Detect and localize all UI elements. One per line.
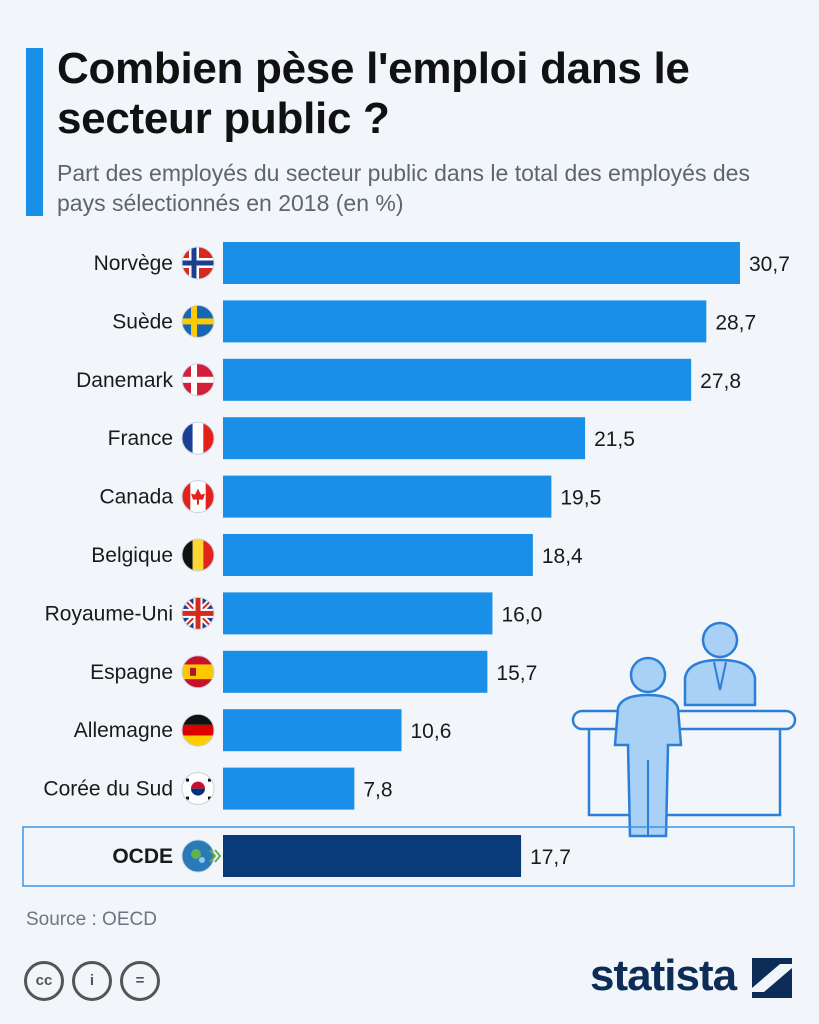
value-label: 17,7 [530, 846, 571, 869]
category-label: Allemagne [74, 719, 173, 742]
oecd-logo-icon [181, 839, 215, 873]
title-accent-bar [26, 48, 43, 216]
denmark-flag-icon [181, 363, 215, 397]
value-label: 28,7 [715, 311, 756, 334]
germany-flag-icon [181, 713, 215, 747]
statista-logo-icon [752, 958, 792, 998]
category-label: Belgique [91, 544, 173, 567]
category-label: Danemark [76, 369, 173, 392]
norway-flag-icon [181, 246, 215, 280]
bar-1 [223, 300, 707, 343]
bar-6 [223, 592, 493, 635]
uk-flag-icon [181, 596, 215, 630]
category-label: Espagne [90, 661, 173, 684]
value-label: 16,0 [501, 603, 542, 626]
france-flag-icon [181, 421, 215, 455]
value-label: 18,4 [542, 545, 583, 568]
sweden-flag-icon [181, 304, 215, 338]
value-label: 21,5 [594, 428, 635, 451]
oecd-chevrons-icon [209, 849, 222, 863]
canada-flag-icon [181, 480, 215, 514]
category-label: Norvège [94, 252, 173, 275]
chart-title: Combien pèse l'emploi dans le secteur pu… [57, 44, 690, 143]
bar-10 [223, 835, 522, 877]
cc-icon: cc [24, 961, 64, 1001]
attribution-icon: i [72, 961, 112, 1001]
bar-2 [223, 358, 692, 401]
bar-5 [223, 534, 533, 576]
bar-4 [223, 475, 552, 518]
bar-0 [223, 242, 740, 284]
source-note: Source : OECD [26, 909, 157, 930]
bar-3 [223, 417, 586, 460]
value-label: 7,8 [363, 779, 392, 802]
office-counter-illustration [571, 621, 797, 838]
category-label: OCDE [112, 845, 173, 868]
highlight-box [22, 826, 795, 887]
spain-flag-icon [181, 655, 215, 689]
category-label: Corée du Sud [43, 778, 173, 801]
category-label: Canada [99, 486, 173, 509]
bar-9 [223, 767, 355, 810]
category-label: Suède [112, 310, 173, 333]
category-label: Royaume-Uni [45, 602, 173, 625]
belgium-flag-icon [181, 538, 215, 572]
statista-logo: statista [590, 951, 737, 1000]
chart-subtitle: Part des employés du secteur public dans… [57, 160, 750, 216]
no-derivatives-icon: = [120, 961, 160, 1001]
value-label: 19,5 [560, 487, 601, 510]
value-label: 15,7 [496, 662, 537, 685]
bar-8 [223, 709, 402, 752]
value-label: 30,7 [749, 253, 790, 276]
value-label: 27,8 [700, 370, 741, 393]
south-korea-flag-icon [181, 772, 215, 806]
bar-chart: Norvège 30,7 Suède 28,7 Danemark 27,8 France 21… [22, 242, 797, 887]
bar-7 [223, 650, 488, 693]
value-label: 10,6 [411, 720, 452, 743]
category-label: France [108, 427, 173, 450]
